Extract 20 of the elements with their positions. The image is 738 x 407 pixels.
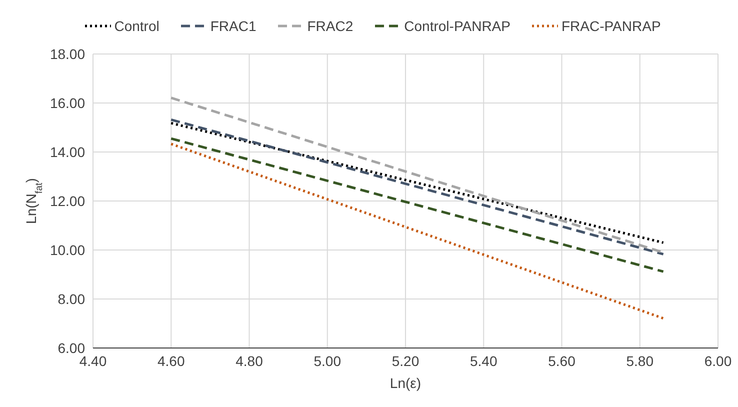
- legend-label: FRAC2: [307, 18, 354, 34]
- y-tick-label: 12.00: [50, 192, 86, 209]
- y-tick-label: 14.00: [50, 144, 86, 160]
- x-tick-label: 6.00: [704, 352, 732, 369]
- y-tick-label: 18.00: [50, 46, 86, 62]
- x-tick-label: 4.80: [236, 352, 264, 369]
- x-tick-label: 5.20: [392, 352, 420, 369]
- x-tick-label: 5.80: [626, 352, 654, 369]
- legend-label: Control: [114, 18, 160, 34]
- y-tick-label: 10.00: [50, 242, 86, 258]
- x-tick-label: 5.60: [548, 352, 576, 369]
- x-axis-title: Ln(ε): [390, 375, 422, 391]
- legend-label: Control-PANRAP: [404, 18, 510, 34]
- legend-label: FRAC1: [210, 18, 256, 34]
- x-tick-label: 5.40: [470, 352, 498, 369]
- x-tick-label: 5.00: [314, 352, 342, 369]
- legend-label: FRAC-PANRAP: [561, 18, 661, 34]
- y-tick-label: 16.00: [50, 94, 86, 111]
- y-tick-label: 8.00: [58, 290, 86, 307]
- x-tick-label: 4.60: [158, 352, 185, 369]
